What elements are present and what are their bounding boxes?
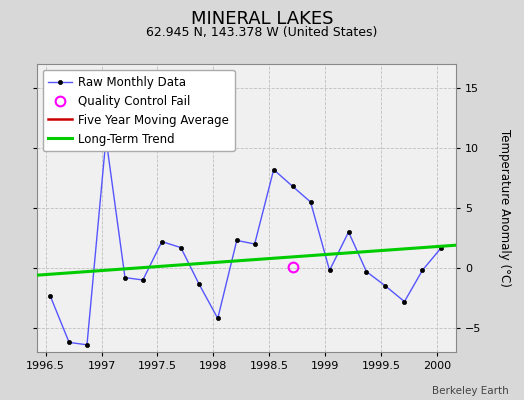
Raw Monthly Data — [345, 230, 352, 234]
Raw Monthly Data — [103, 136, 109, 141]
Raw Monthly Data — [195, 281, 202, 286]
Raw Monthly Data — [401, 299, 408, 304]
Text: 62.945 N, 143.378 W (United States): 62.945 N, 143.378 W (United States) — [146, 26, 378, 39]
Raw Monthly Data — [234, 238, 240, 243]
Raw Monthly Data — [122, 275, 128, 280]
Raw Monthly Data — [290, 184, 296, 189]
Raw Monthly Data — [140, 278, 146, 282]
Raw Monthly Data — [438, 245, 444, 250]
Raw Monthly Data — [66, 340, 72, 345]
Raw Monthly Data — [178, 245, 184, 250]
Raw Monthly Data — [326, 268, 333, 273]
Raw Monthly Data — [215, 316, 221, 321]
Raw Monthly Data — [419, 268, 425, 273]
Line: Raw Monthly Data: Raw Monthly Data — [48, 136, 443, 347]
Raw Monthly Data — [308, 200, 314, 204]
Text: Berkeley Earth: Berkeley Earth — [432, 386, 508, 396]
Y-axis label: Temperature Anomaly (°C): Temperature Anomaly (°C) — [498, 129, 511, 287]
Raw Monthly Data — [84, 342, 90, 347]
Raw Monthly Data — [47, 293, 53, 298]
Raw Monthly Data — [363, 269, 369, 274]
Legend: Raw Monthly Data, Quality Control Fail, Five Year Moving Average, Long-Term Tren: Raw Monthly Data, Quality Control Fail, … — [42, 70, 235, 152]
Text: MINERAL LAKES: MINERAL LAKES — [191, 10, 333, 28]
Raw Monthly Data — [252, 242, 258, 246]
Raw Monthly Data — [159, 239, 165, 244]
Raw Monthly Data — [270, 167, 277, 172]
Raw Monthly Data — [383, 284, 389, 288]
